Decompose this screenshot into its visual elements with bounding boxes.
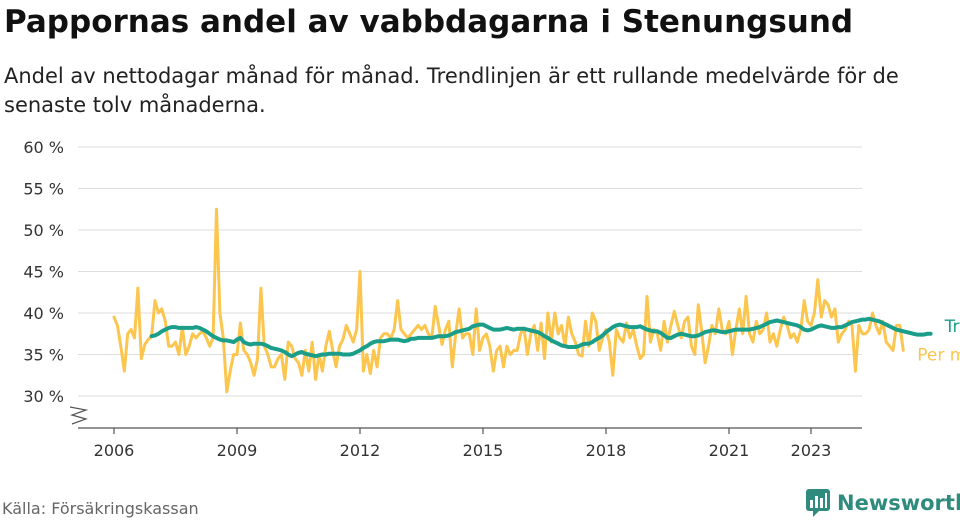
y-tick-label: 35 % — [23, 346, 64, 365]
x-tick-label: 2015 — [463, 441, 504, 460]
series — [112, 207, 933, 394]
chart-subtitle: Andel av nettodagar månad för månad. Tre… — [4, 64, 899, 117]
gridlines — [78, 146, 862, 397]
newsworthy-logo-icon — [806, 489, 830, 517]
legend: Per månad Trend — [917, 317, 960, 366]
x-tick-label: 2018 — [586, 441, 627, 460]
y-tick-label: 30 % — [23, 387, 64, 406]
monthly-line — [112, 207, 905, 394]
legend-label-trend: Trend — [944, 317, 960, 337]
chart-title: Pappornas andel av vabbdagarna i Stenung… — [4, 4, 854, 40]
x-tick-label: 2023 — [791, 441, 832, 460]
legend-label-monthly: Per månad — [917, 344, 960, 365]
x-tick-label: 2006 — [94, 441, 135, 460]
axis-break-icon — [69, 406, 89, 425]
y-axis-ticks: 30 % 35 % 40 % 45 % 50 % 55 % 60 % — [23, 138, 64, 406]
x-tick-label: 2009 — [217, 441, 258, 460]
brand-name: Newsworthy — [837, 491, 960, 515]
y-tick-label: 50 % — [23, 221, 64, 240]
x-axis — [69, 406, 862, 429]
y-tick-label: 45 % — [23, 263, 64, 282]
x-axis-ticks: 2006 2009 2012 2015 2018 2021 2023 — [94, 428, 832, 460]
y-tick-label: 55 % — [23, 180, 64, 199]
brand-logo: Newsworthy — [805, 488, 960, 518]
y-tick-label: 60 % — [23, 138, 64, 157]
x-tick-label: 2012 — [340, 441, 381, 460]
trend-line — [149, 316, 933, 359]
source-note: Källa: Försäkringskassan — [2, 499, 199, 518]
x-tick-label: 2021 — [709, 441, 750, 460]
y-tick-label: 40 % — [23, 304, 64, 323]
